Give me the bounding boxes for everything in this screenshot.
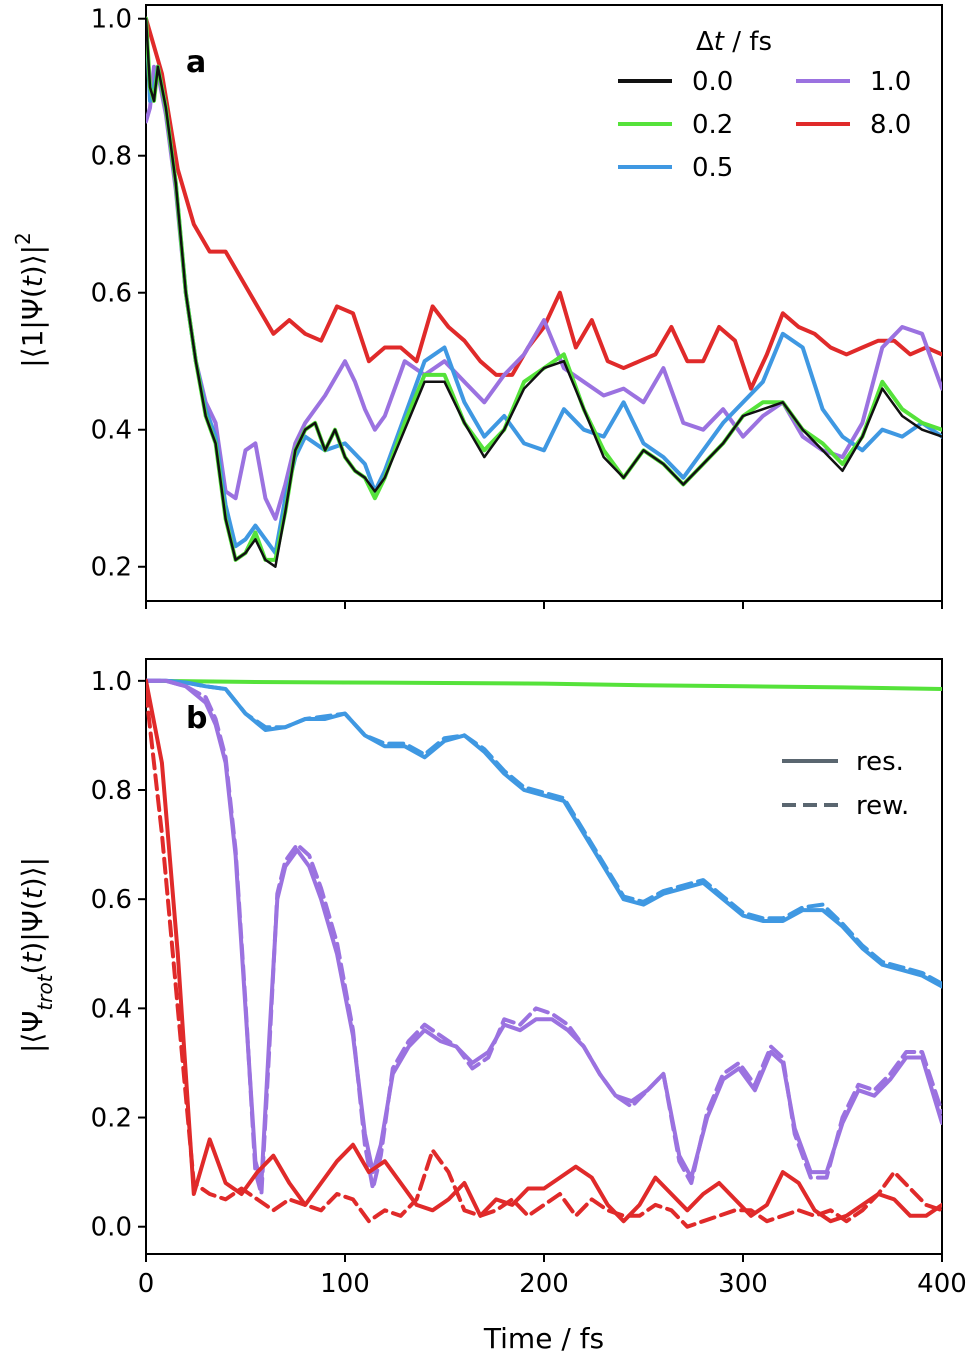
x-tick-label: 200 [519, 1269, 569, 1299]
y-tick-label: 1.0 [91, 667, 132, 697]
legend-label: 0.5 [692, 153, 733, 183]
y-tick-label: 0.4 [91, 994, 132, 1024]
panel-b-letter: b [186, 701, 207, 736]
panel-b: 0.0 0.2 0.4 0.6 0.8 1.0 0 100 200 300 400 b |⟨Ψtr… [16, 658, 967, 1299]
y-tick-label: 0.6 [91, 885, 132, 915]
x-tick-label: 0 [138, 1269, 155, 1299]
series-line-green [146, 16, 942, 562]
x-tick-label: 400 [917, 1269, 967, 1299]
legend-title: Δt / fs [696, 27, 772, 57]
panel-a-frame [145, 4, 943, 602]
panel-b-series [146, 678, 942, 1229]
series-line-black [146, 17, 942, 568]
legend-label: 0.2 [692, 110, 733, 140]
panel-b-x-ticks: 0 100 200 300 400 [138, 1254, 967, 1299]
y-tick-label: 1.0 [91, 5, 132, 35]
series-line-red [146, 678, 942, 1224]
y-tick-label: 0.8 [91, 142, 132, 172]
series-line-blue [146, 16, 942, 555]
y-tick-label: 0.2 [91, 553, 132, 583]
series-line-blue-dashed [146, 678, 942, 986]
y-tick-label: 0.6 [91, 279, 132, 309]
x-tick-label: 300 [718, 1269, 768, 1299]
legend-label: 0.0 [692, 67, 733, 97]
panel-a-y-ticks: 0.2 0.4 0.6 0.8 1.0 [91, 5, 146, 583]
series-line-red [146, 16, 942, 391]
y-tick-label: 0.4 [91, 416, 132, 446]
panel-b-y-axis-label: |⟨Ψtrot(t)|Ψ(t)⟩| [16, 857, 57, 1053]
legend-label: res. [856, 747, 904, 777]
legend-label: 1.0 [870, 67, 911, 97]
panel-b-y-ticks: 0.0 0.2 0.4 0.6 0.8 1.0 [91, 667, 146, 1243]
panel-a-letter: a [186, 45, 206, 80]
x-tick-label: 100 [320, 1269, 370, 1299]
panel-a: 0.2 0.4 0.6 0.8 1.0 a |⟨1|Ψ(t)⟩|2 Δt / fs 0.… [11, 4, 943, 609]
y-tick-label: 0.0 [91, 1213, 132, 1243]
y-tick-label: 0.2 [91, 1104, 132, 1134]
series-line-red-dashed [146, 689, 942, 1229]
panel-a-y-axis-label: |⟨1|Ψ(t)⟩|2 [11, 232, 49, 368]
series-line-green [146, 678, 942, 691]
x-axis-label: Time / fs [483, 1322, 604, 1355]
panel-b-legend: res. rew. [782, 747, 909, 821]
panel-a-legend: Δt / fs 0.0 0.2 0.5 1.0 8.0 [618, 27, 911, 183]
panel-a-x-ticks [145, 601, 943, 609]
series-line-purple-dashed [146, 678, 942, 1196]
legend-label: rew. [856, 791, 909, 821]
panel-a-series [146, 16, 942, 568]
y-tick-label: 0.8 [91, 776, 132, 806]
legend-label: 8.0 [870, 110, 911, 140]
